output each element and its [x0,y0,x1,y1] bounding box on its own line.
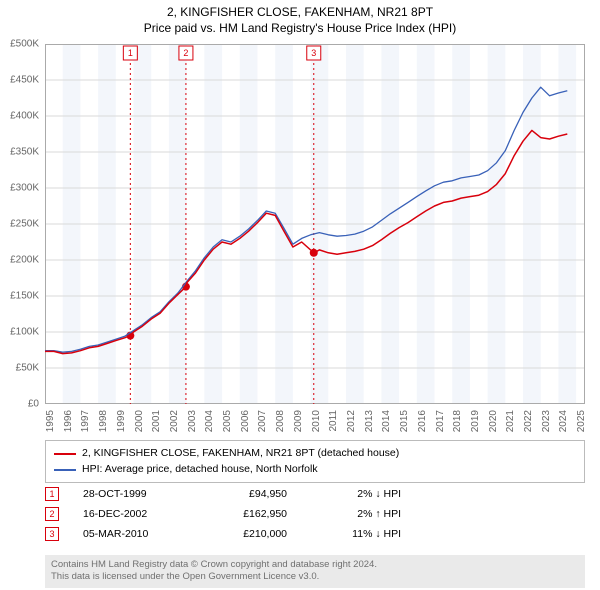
x-tick-label: 1996 [63,410,74,432]
transaction-row: 2 16-DEC-2002 £162,950 2% ↑ HPI [45,504,585,524]
x-tick-label: 2016 [417,410,428,432]
y-tick-label: £400K [10,111,39,122]
x-tick-label: 2010 [311,410,322,432]
transaction-delta: 2% ↑ HPI [311,508,401,520]
title-line-2: Price paid vs. HM Land Registry's House … [0,20,600,36]
transaction-delta: 11% ↓ HPI [311,528,401,540]
attribution-line-2: This data is licensed under the Open Gov… [51,571,579,583]
x-tick-label: 2025 [576,410,587,432]
legend-swatch [54,469,76,471]
y-tick-label: £150K [10,291,39,302]
chart-container: 2, KINGFISHER CLOSE, FAKENHAM, NR21 8PT … [0,0,600,590]
attribution-footer: Contains HM Land Registry data © Crown c… [45,555,585,588]
x-tick-label: 2011 [328,410,339,432]
x-tick-label: 2007 [257,410,268,432]
x-tick-label: 2013 [364,410,375,432]
transactions-table: 1 28-OCT-1999 £94,950 2% ↓ HPI 2 16-DEC-2002 £… [45,484,585,544]
x-tick-label: 2008 [275,410,286,432]
x-tick-label: 2024 [558,410,569,432]
x-tick-label: 2005 [222,410,233,432]
x-tick-label: 2003 [187,410,198,432]
title-block: 2, KINGFISHER CLOSE, FAKENHAM, NR21 8PT … [0,0,600,36]
x-tick-label: 2002 [169,410,180,432]
x-tick-label: 1995 [45,410,56,432]
x-tick-label: 2014 [381,410,392,432]
x-tick-label: 1997 [80,410,91,432]
y-tick-label: £0 [28,399,39,410]
transaction-price: £94,950 [207,488,287,500]
legend-row: 2, KINGFISHER CLOSE, FAKENHAM, NR21 8PT … [54,446,576,462]
legend-box: 2, KINGFISHER CLOSE, FAKENHAM, NR21 8PT … [45,440,585,483]
y-tick-label: £250K [10,219,39,230]
y-tick-label: £200K [10,255,39,266]
y-tick-label: £300K [10,183,39,194]
transaction-date: 16-DEC-2002 [83,508,183,520]
y-tick-label: £100K [10,327,39,338]
x-tick-label: 2015 [399,410,410,432]
x-tick-label: 2006 [240,410,251,432]
transaction-row: 3 05-MAR-2010 £210,000 11% ↓ HPI [45,524,585,544]
y-tick-label: £450K [10,75,39,86]
transaction-marker: 3 [45,527,59,541]
transaction-price: £162,950 [207,508,287,520]
transaction-marker: 1 [45,487,59,501]
legend-row: HPI: Average price, detached house, Nort… [54,462,576,478]
legend-swatch [54,453,76,455]
chart-plot-area: 1 2 3 [45,44,585,404]
x-tick-label: 2001 [151,410,162,432]
x-tick-label: 1998 [98,410,109,432]
x-tick-label: 2012 [346,410,357,432]
svg-text:2: 2 [183,48,188,58]
x-tick-label: 2019 [470,410,481,432]
y-tick-label: £50K [16,363,39,374]
x-axis-labels: 1995 1996 1997 1998 1999 2000 2001 2002 2003 2004… [45,408,585,440]
svg-text:1: 1 [128,48,133,58]
transaction-price: £210,000 [207,528,287,540]
x-tick-label: 1999 [116,410,127,432]
y-tick-label: £350K [10,147,39,158]
x-tick-label: 2023 [541,410,552,432]
x-tick-label: 2020 [488,410,499,432]
x-tick-label: 2017 [435,410,446,432]
title-line-1: 2, KINGFISHER CLOSE, FAKENHAM, NR21 8PT [0,4,600,20]
x-tick-label: 2009 [293,410,304,432]
transaction-delta: 2% ↓ HPI [311,488,401,500]
transaction-marker: 2 [45,507,59,521]
transaction-date: 28-OCT-1999 [83,488,183,500]
x-tick-label: 2021 [505,410,516,432]
transaction-date: 05-MAR-2010 [83,528,183,540]
legend-label: 2, KINGFISHER CLOSE, FAKENHAM, NR21 8PT … [82,446,399,462]
x-tick-label: 2000 [134,410,145,432]
chart-svg: 1 2 3 [45,44,585,404]
attribution-line-1: Contains HM Land Registry data © Crown c… [51,559,579,571]
legend-label: HPI: Average price, detached house, Nort… [82,462,318,478]
x-tick-label: 2018 [452,410,463,432]
y-tick-label: £500K [10,39,39,50]
x-tick-label: 2004 [204,410,215,432]
x-tick-label: 2022 [523,410,534,432]
svg-text:3: 3 [311,48,316,58]
transaction-row: 1 28-OCT-1999 £94,950 2% ↓ HPI [45,484,585,504]
y-axis-labels: £0£50K£100K£150K£200K£250K£300K£350K£400… [0,44,42,404]
